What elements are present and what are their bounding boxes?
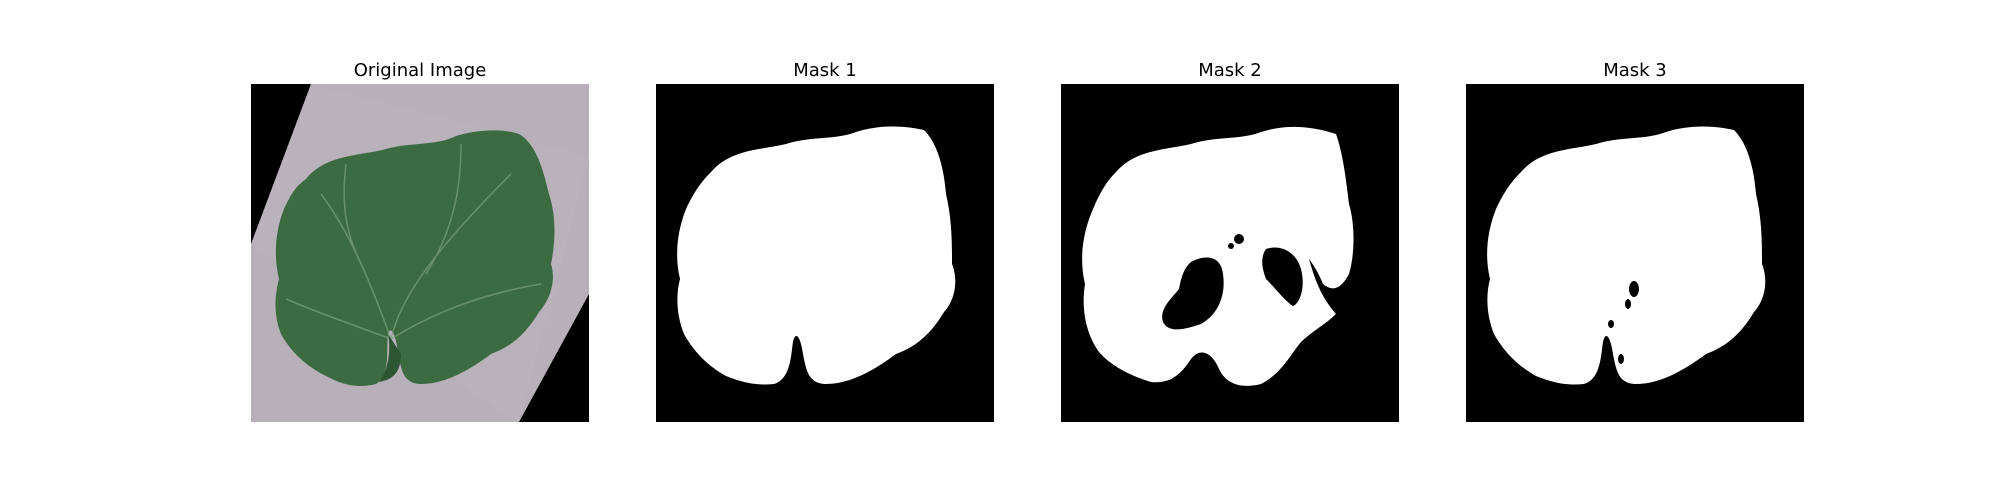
mask-2-image [1061, 84, 1399, 422]
panel-mask-2: Mask 2 [1061, 58, 1399, 422]
original-leaf-photo [251, 84, 589, 422]
panel-mask-3: Mask 3 [1466, 58, 1804, 422]
panel-title: Mask 3 [1603, 60, 1667, 81]
panel-title: Original Image [353, 60, 487, 81]
panel-title: Mask 1 [793, 60, 857, 81]
panel-original-image: Original Image [251, 58, 589, 422]
panel-mask-1: Mask 1 [656, 58, 994, 422]
mask-3-image [1466, 84, 1804, 422]
panel-title: Mask 2 [1198, 60, 1262, 81]
mask-1-image [656, 84, 994, 422]
